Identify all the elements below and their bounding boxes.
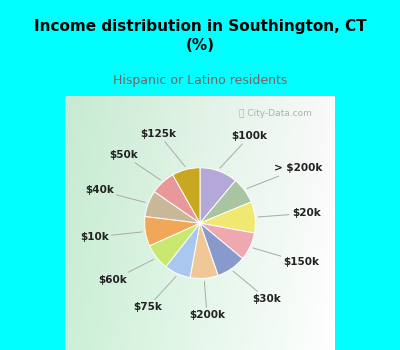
Wedge shape xyxy=(200,223,242,275)
Wedge shape xyxy=(200,202,255,233)
Text: $60k: $60k xyxy=(99,259,154,285)
Wedge shape xyxy=(154,175,200,223)
Text: $150k: $150k xyxy=(253,248,320,267)
Wedge shape xyxy=(166,223,200,278)
Text: $40k: $40k xyxy=(85,186,145,202)
Text: $75k: $75k xyxy=(133,276,176,312)
Wedge shape xyxy=(150,223,200,267)
Text: Hispanic or Latino residents: Hispanic or Latino residents xyxy=(113,74,287,88)
Text: $30k: $30k xyxy=(233,271,281,304)
Text: $125k: $125k xyxy=(140,129,185,167)
Wedge shape xyxy=(145,192,200,223)
Text: $10k: $10k xyxy=(80,232,142,242)
Text: > $200k: > $200k xyxy=(247,163,323,189)
Text: 🔍 City-Data.com: 🔍 City-Data.com xyxy=(239,109,312,118)
Wedge shape xyxy=(173,168,200,223)
Text: $20k: $20k xyxy=(258,208,320,218)
Wedge shape xyxy=(200,181,251,223)
Text: $50k: $50k xyxy=(109,150,160,180)
Wedge shape xyxy=(200,223,254,259)
Wedge shape xyxy=(200,168,236,223)
Text: $100k: $100k xyxy=(220,131,268,168)
Wedge shape xyxy=(145,216,200,246)
Text: Income distribution in Southington, CT
(%): Income distribution in Southington, CT (… xyxy=(34,19,366,53)
Wedge shape xyxy=(190,223,218,279)
Text: $200k: $200k xyxy=(189,281,225,320)
